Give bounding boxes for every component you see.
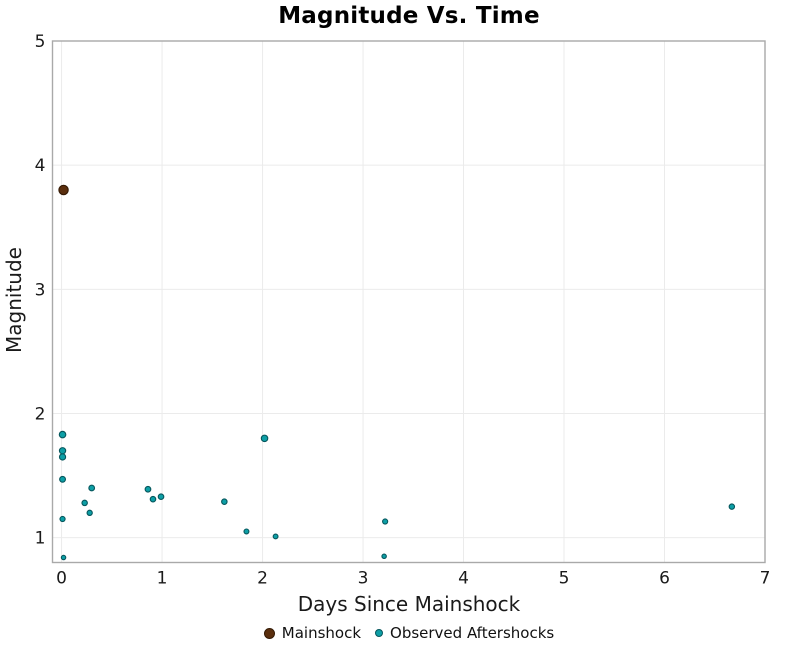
x-tick-label-7: 7	[760, 569, 771, 589]
x-tick-label-6: 6	[659, 569, 670, 589]
legend-label-aftershocks: Observed Aftershocks	[390, 624, 555, 642]
y-tick-label-1: 1	[35, 529, 46, 549]
x-tick-label-3: 3	[358, 569, 369, 589]
observed-aftershocks-point	[60, 554, 67, 561]
legend-item-mainshock: Mainshock	[263, 624, 362, 642]
observed-aftershocks-point	[86, 509, 93, 517]
observed-aftershocks-point	[81, 499, 88, 507]
y-tick-label-5: 5	[35, 32, 46, 52]
x-tick-label-0: 0	[56, 569, 67, 589]
observed-aftershocks-point	[728, 503, 736, 510]
chart-title: Magnitude Vs. Time	[278, 3, 540, 29]
observed-aftershocks-point	[381, 553, 387, 560]
x-tick-label-4: 4	[458, 569, 469, 589]
observed-aftershocks-point	[58, 453, 67, 461]
y-tick-label-2: 2	[35, 405, 46, 425]
observed-aftershocks-point	[272, 533, 279, 540]
legend-label-mainshock: Mainshock	[281, 624, 362, 642]
chart-legend: Mainshock Observed Aftershocks	[53, 621, 765, 645]
y-tick-label-3: 3	[35, 280, 46, 300]
observed-aftershocks-point	[59, 515, 66, 523]
mainshock-point	[58, 184, 69, 196]
legend-item-aftershocks: Observed Aftershocks	[375, 624, 554, 642]
observed-aftershocks-point	[88, 484, 96, 492]
x-axis-title: Days Since Mainshock	[297, 592, 521, 616]
observed-aftershocks-point	[149, 495, 157, 503]
observed-aftershocks-point	[260, 434, 269, 443]
observed-aftershocks-point	[243, 528, 250, 535]
x-tick-label-2: 2	[257, 569, 268, 589]
y-tick-label-4: 4	[35, 156, 46, 176]
observed-aftershocks-point	[382, 518, 389, 525]
observed-aftershocks-point	[59, 475, 67, 483]
aftershock-dot-icon	[375, 629, 384, 637]
y-axis-title: Magnitude	[2, 247, 26, 353]
mainshock-dot-icon	[263, 627, 275, 639]
observed-aftershocks-point	[221, 498, 228, 505]
observed-aftershocks-point	[157, 493, 165, 501]
x-tick-label-5: 5	[559, 569, 570, 589]
plot-panel-border	[51, 40, 766, 564]
observed-aftershocks-point	[58, 430, 67, 439]
x-tick-label-1: 1	[157, 569, 168, 589]
observed-aftershocks-point	[58, 447, 67, 455]
observed-aftershocks-point	[144, 485, 152, 493]
